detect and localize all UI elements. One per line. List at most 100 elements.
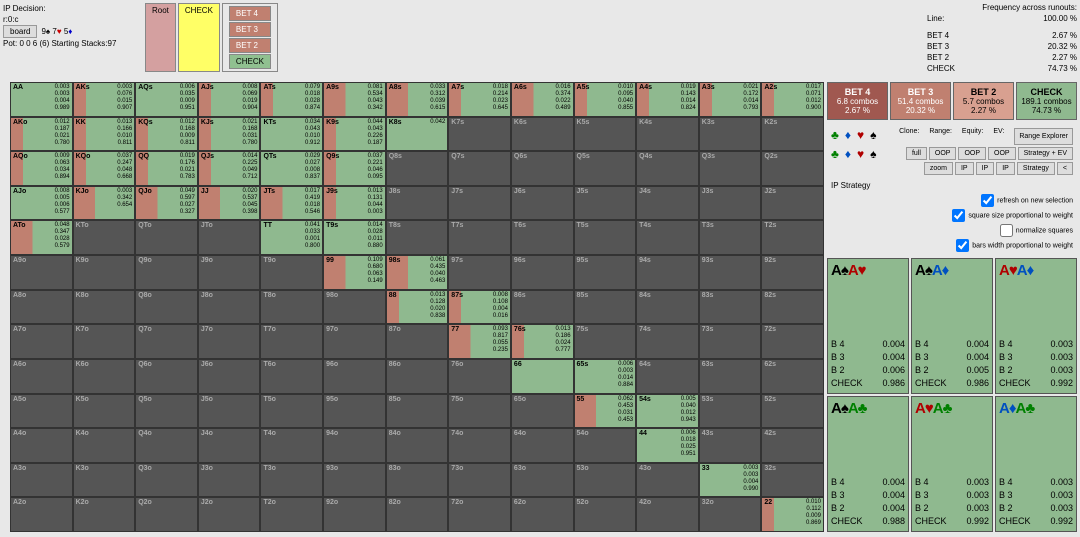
- range-cell-64o[interactable]: 64o: [511, 428, 574, 463]
- range-cell-86o[interactable]: 86o: [386, 359, 449, 394]
- range-cell-54o[interactable]: 54o: [574, 428, 637, 463]
- range-cell-QTs[interactable]: QTs0.0290.0270.0080.837: [260, 151, 323, 186]
- range-cell-KTs[interactable]: KTs0.0340.0430.0100.912: [260, 117, 323, 152]
- range-cell-77[interactable]: 770.0930.8170.0550.235: [448, 324, 511, 359]
- range-cell-75s[interactable]: 75s: [574, 324, 637, 359]
- range-cell-44[interactable]: 440.0060.0180.0250.951: [636, 428, 699, 463]
- range-cell-T8s[interactable]: T8s: [386, 220, 449, 255]
- range-cell-K7o[interactable]: K7o: [73, 324, 136, 359]
- range-cell-74s[interactable]: 74s: [636, 324, 699, 359]
- range-cell-K5o[interactable]: K5o: [73, 394, 136, 429]
- action-bet-3[interactable]: BET 351.4 combos20.32 %: [890, 82, 951, 120]
- range-cell-A9s[interactable]: A9s0.0810.5340.0430.342: [323, 82, 386, 117]
- range-cell-K6s[interactable]: K6s: [511, 117, 574, 152]
- range-cell-K4o[interactable]: K4o: [73, 428, 136, 463]
- range-cell-QQ[interactable]: QQ0.0190.1760.0210.783: [135, 151, 198, 186]
- range-cell-K7s[interactable]: K7s: [448, 117, 511, 152]
- range-cell-KQs[interactable]: KQs0.0120.1680.0090.811: [135, 117, 198, 152]
- range-cell-74o[interactable]: 74o: [448, 428, 511, 463]
- combo-detail[interactable]: A♥A♣B 40.003B 30.003B 20.003CHECK0.992: [911, 396, 993, 532]
- range-cell-72s[interactable]: 72s: [761, 324, 824, 359]
- filter-btn-zoom[interactable]: zoom: [924, 162, 953, 175]
- range-cell-53s[interactable]: 53s: [699, 394, 762, 429]
- filter-btn-ip[interactable]: IP: [976, 162, 995, 175]
- range-cell-J5s[interactable]: J5s: [574, 186, 637, 221]
- opt-square[interactable]: square size proportional to weight: [831, 209, 1073, 222]
- range-cell-54s[interactable]: 54s0.0050.0400.0120.943: [636, 394, 699, 429]
- range-cell-K8o[interactable]: K8o: [73, 290, 136, 325]
- range-cell-T4o[interactable]: T4o: [260, 428, 323, 463]
- range-cell-ATs[interactable]: ATs0.0790.0180.0280.874: [260, 82, 323, 117]
- range-cell-J6s[interactable]: J6s: [511, 186, 574, 221]
- action-check[interactable]: CHECK189.1 combos74.73 %: [1016, 82, 1077, 120]
- range-cell-Q5s[interactable]: Q5s: [574, 151, 637, 186]
- range-cell-Q7s[interactable]: Q7s: [448, 151, 511, 186]
- range-explorer-button[interactable]: Range Explorer: [1014, 128, 1073, 145]
- range-cell-84s[interactable]: 84s: [636, 290, 699, 325]
- range-cell-K6o[interactable]: K6o: [73, 359, 136, 394]
- filter-btn-[interactable]: <: [1057, 162, 1073, 175]
- bc-check[interactable]: CHECK: [178, 3, 220, 72]
- combo-detail[interactable]: A♠A♦B 40.004B 30.004B 20.005CHECK0.986: [911, 258, 993, 394]
- range-cell-Q2o[interactable]: Q2o: [135, 497, 198, 532]
- bc-bet4[interactable]: BET 4: [229, 6, 271, 21]
- range-cell-J2s[interactable]: J2s: [761, 186, 824, 221]
- range-cell-AQs[interactable]: AQs0.0060.0350.0090.951: [135, 82, 198, 117]
- range-cell-T3s[interactable]: T3s: [699, 220, 762, 255]
- range-cell-52s[interactable]: 52s: [761, 394, 824, 429]
- range-cell-J8s[interactable]: J8s: [386, 186, 449, 221]
- range-cell-Q9o[interactable]: Q9o: [135, 255, 198, 290]
- opt-normalize[interactable]: normalize squares: [831, 224, 1073, 237]
- range-cell-76o[interactable]: 76o: [448, 359, 511, 394]
- range-cell-T7s[interactable]: T7s: [448, 220, 511, 255]
- range-cell-88[interactable]: 880.0130.1280.0200.838: [386, 290, 449, 325]
- range-cell-A6s[interactable]: A6s0.0160.3740.0220.489: [511, 82, 574, 117]
- range-cell-42s[interactable]: 42s: [761, 428, 824, 463]
- range-cell-A7s[interactable]: A7s0.0180.2140.0230.645: [448, 82, 511, 117]
- range-cell-T5o[interactable]: T5o: [260, 394, 323, 429]
- range-cell-55[interactable]: 550.0620.4530.0310.453: [574, 394, 637, 429]
- range-cell-66[interactable]: 66: [511, 359, 574, 394]
- range-cell-A4o[interactable]: A4o: [10, 428, 73, 463]
- range-cell-A3o[interactable]: A3o: [10, 463, 73, 498]
- range-cell-T8o[interactable]: T8o: [260, 290, 323, 325]
- suit-filter-bot[interactable]: ♣♦♥♠: [831, 147, 877, 172]
- range-cell-97s[interactable]: 97s: [448, 255, 511, 290]
- range-cell-T7o[interactable]: T7o: [260, 324, 323, 359]
- range-cell-AKs[interactable]: AKs0.0030.0760.0150.907: [73, 82, 136, 117]
- filter-btn-oop[interactable]: OOP: [929, 147, 957, 160]
- range-cell-Q8o[interactable]: Q8o: [135, 290, 198, 325]
- range-cell-Q3s[interactable]: Q3s: [699, 151, 762, 186]
- range-cell-AKo[interactable]: AKo0.0120.1870.0210.780: [10, 117, 73, 152]
- range-cell-KK[interactable]: KK0.0130.1660.0100.811: [73, 117, 136, 152]
- range-cell-A2o[interactable]: A2o: [10, 497, 73, 532]
- range-cell-K8s[interactable]: K8s0.042: [386, 117, 449, 152]
- range-cell-K2s[interactable]: K2s: [761, 117, 824, 152]
- action-bet-2[interactable]: BET 25.7 combos2.27 %: [953, 82, 1014, 120]
- range-cell-J8o[interactable]: J8o: [198, 290, 261, 325]
- range-cell-65s[interactable]: 65s0.0060.0030.0140.884: [574, 359, 637, 394]
- range-cell-QJo[interactable]: QJo0.0490.5970.0270.327: [135, 186, 198, 221]
- range-cell-Q9s[interactable]: Q9s0.0370.2210.0460.095: [323, 151, 386, 186]
- range-cell-KJs[interactable]: KJs0.0210.1680.0310.780: [198, 117, 261, 152]
- bc-bet2[interactable]: BET 2: [229, 38, 271, 53]
- filter-btn-oop[interactable]: OOP: [958, 147, 986, 160]
- range-cell-95s[interactable]: 95s: [574, 255, 637, 290]
- range-cell-J9o[interactable]: J9o: [198, 255, 261, 290]
- range-cell-QJs[interactable]: QJs0.0140.2250.0490.712: [198, 151, 261, 186]
- range-cell-KQo[interactable]: KQo0.0370.2470.0480.668: [73, 151, 136, 186]
- range-cell-99[interactable]: 990.1090.6800.0630.149: [323, 255, 386, 290]
- range-cell-T6o[interactable]: T6o: [260, 359, 323, 394]
- range-cell-JTo[interactable]: JTo: [198, 220, 261, 255]
- combo-detail[interactable]: A♠A♥B 40.004B 30.004B 20.006CHECK0.986: [827, 258, 909, 394]
- range-cell-JJ[interactable]: JJ0.0200.5370.0450.398: [198, 186, 261, 221]
- range-cell-K2o[interactable]: K2o: [73, 497, 136, 532]
- range-cell-87s[interactable]: 87s0.0080.1080.0040.016: [448, 290, 511, 325]
- range-cell-J6o[interactable]: J6o: [198, 359, 261, 394]
- range-cell-QTo[interactable]: QTo: [135, 220, 198, 255]
- range-cell-Q6o[interactable]: Q6o: [135, 359, 198, 394]
- range-cell-Q4o[interactable]: Q4o: [135, 428, 198, 463]
- range-cell-A6o[interactable]: A6o: [10, 359, 73, 394]
- range-cell-J7o[interactable]: J7o: [198, 324, 261, 359]
- range-cell-K5s[interactable]: K5s: [574, 117, 637, 152]
